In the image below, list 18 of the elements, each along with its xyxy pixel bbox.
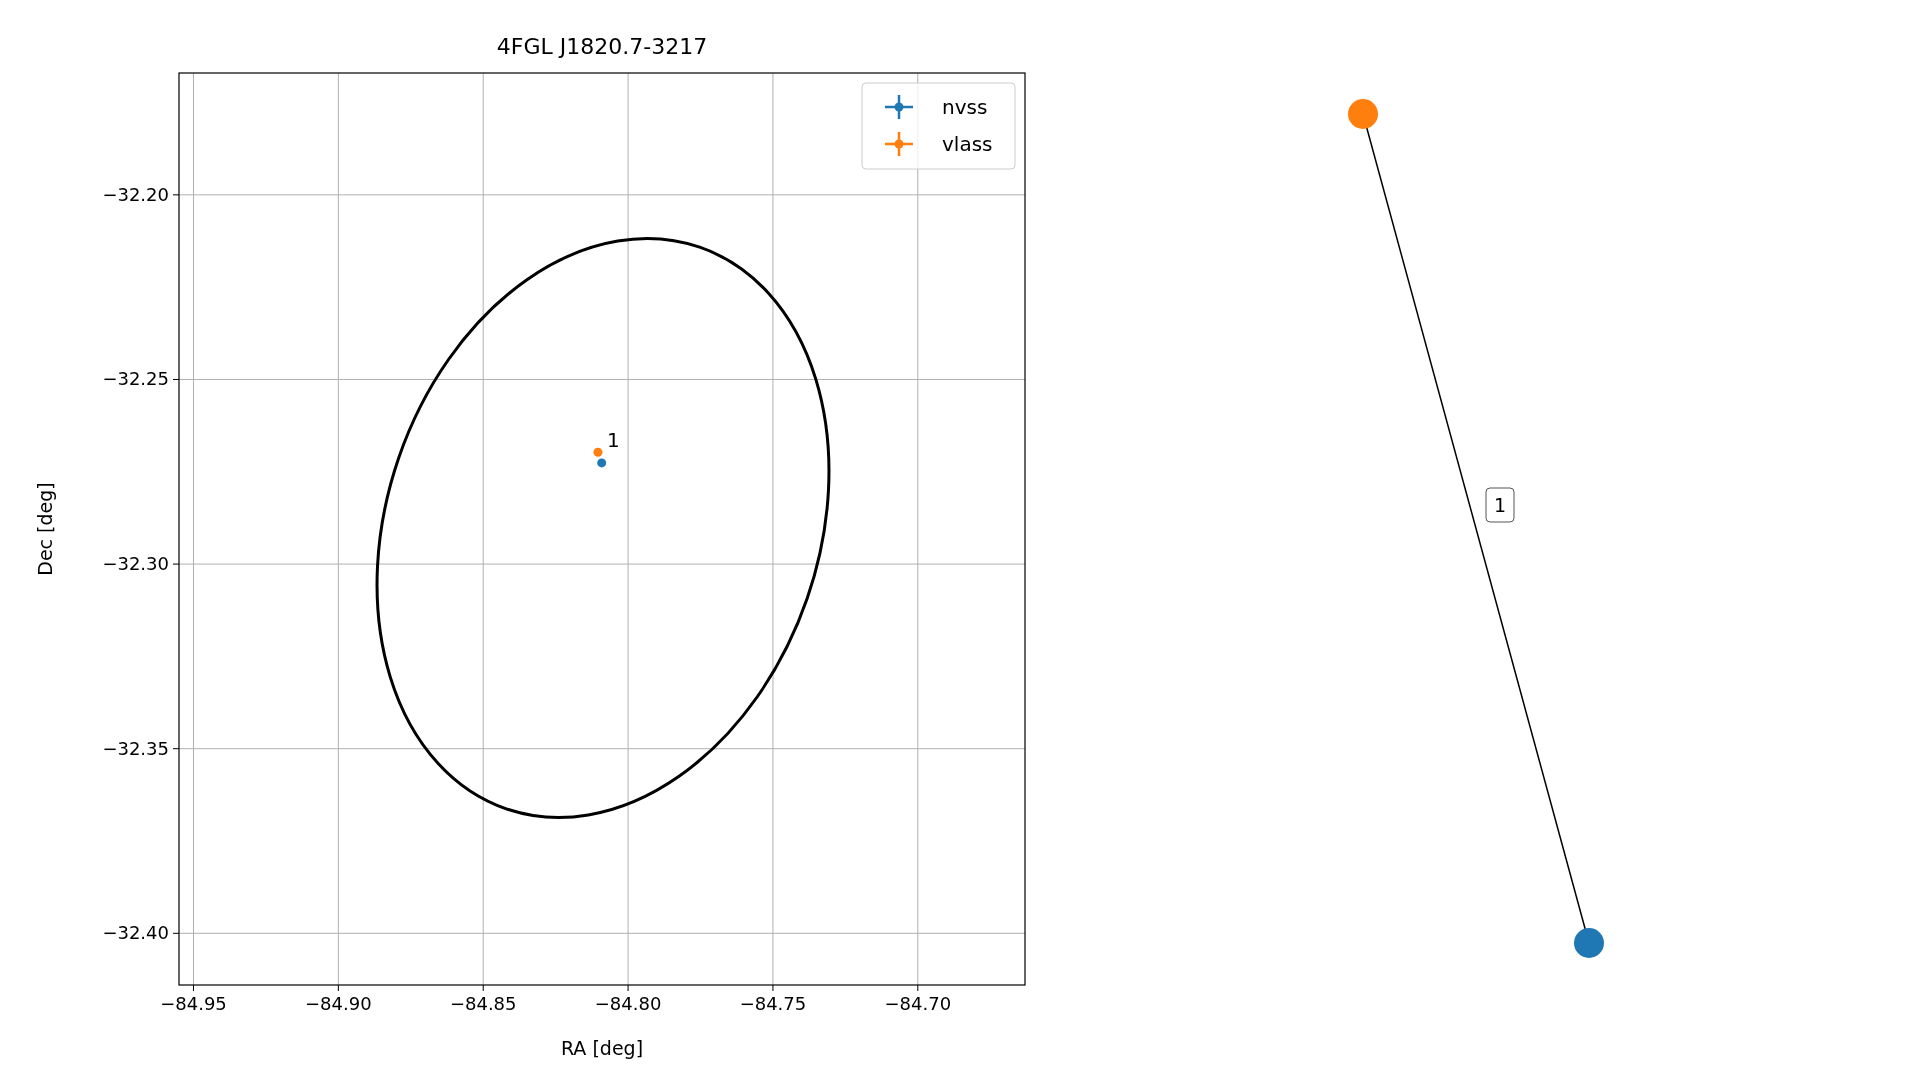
text: 1: [1493, 494, 1507, 516]
y-axis-title: Dec [deg]: [34, 482, 56, 576]
legend-label: nvss: [942, 95, 988, 119]
x-tick-label: −84.80: [594, 993, 662, 1014]
annotation: 1: [606, 428, 620, 453]
y-tick-label: −32.30: [102, 553, 169, 575]
legend-label: vlass: [942, 132, 993, 156]
y-tick-label: −32.40: [102, 922, 169, 944]
x-tick-label: −84.85: [449, 993, 517, 1014]
x-tick-label: −84.75: [739, 993, 807, 1014]
y-tick-label: −32.35: [102, 737, 169, 759]
x-axis-title: RA [deg]: [560, 1037, 644, 1059]
y-tick-label: −32.20: [102, 183, 169, 205]
x-tick-label: −84.70: [884, 993, 952, 1014]
y-tick-label: −32.25: [102, 368, 169, 390]
chart-title: 4FGL J1820.7-3217: [496, 34, 708, 59]
x-tick-label: −84.90: [305, 993, 372, 1014]
x-tick-label: −84.95: [160, 993, 227, 1014]
